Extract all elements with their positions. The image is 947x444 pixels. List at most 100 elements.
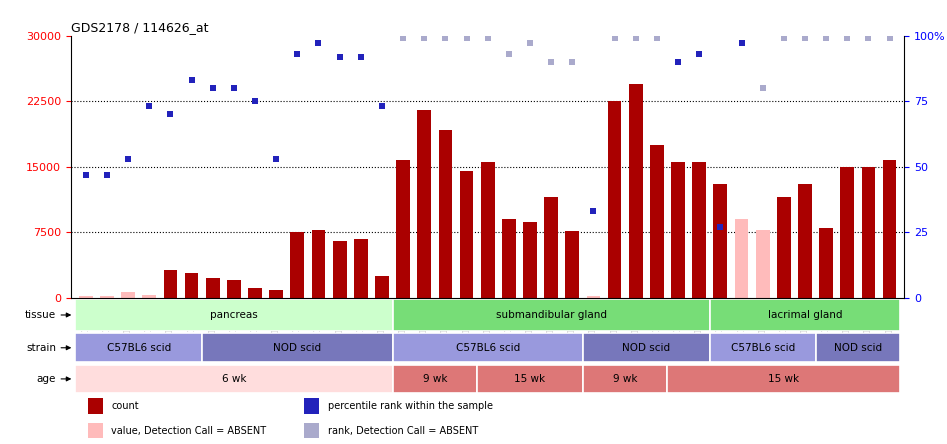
Bar: [565, 231, 580, 298]
Point: [480, 35, 495, 42]
Bar: [75, 333, 202, 362]
Text: GDS2178 / 114626_at: GDS2178 / 114626_at: [71, 21, 208, 34]
Point: [861, 35, 876, 42]
Bar: [713, 184, 727, 298]
Bar: [392, 333, 583, 362]
Bar: [481, 162, 494, 298]
Bar: [583, 365, 668, 393]
Bar: [75, 299, 392, 331]
Point: [184, 76, 199, 83]
Text: tissue: tissue: [25, 310, 56, 320]
Text: NOD scid: NOD scid: [622, 343, 670, 353]
Point: [332, 53, 348, 60]
Point: [438, 35, 453, 42]
Point: [205, 84, 221, 91]
Text: NOD scid: NOD scid: [274, 343, 321, 353]
Bar: [354, 239, 367, 298]
Point: [247, 98, 262, 105]
Bar: [269, 290, 283, 298]
Text: C57BL6 scid: C57BL6 scid: [456, 343, 520, 353]
Text: age: age: [37, 374, 56, 384]
Bar: [121, 292, 135, 298]
Point: [586, 208, 601, 215]
Text: rank, Detection Call = ABSENT: rank, Detection Call = ABSENT: [328, 425, 478, 436]
Point: [777, 35, 792, 42]
Point: [670, 58, 686, 65]
Point: [818, 35, 833, 42]
Bar: [608, 101, 621, 298]
Bar: [291, 232, 304, 298]
Point: [79, 171, 94, 178]
Bar: [583, 333, 710, 362]
Bar: [418, 110, 431, 298]
Point: [523, 40, 538, 47]
Bar: [392, 365, 477, 393]
Bar: [332, 241, 347, 298]
Point: [840, 35, 855, 42]
Bar: [819, 228, 833, 298]
Text: count: count: [111, 401, 138, 411]
Text: percentile rank within the sample: percentile rank within the sample: [328, 401, 492, 411]
Bar: [304, 423, 319, 438]
Bar: [75, 365, 392, 393]
Bar: [586, 296, 600, 298]
Bar: [545, 197, 558, 298]
Point: [607, 35, 622, 42]
Bar: [202, 333, 392, 362]
Bar: [798, 184, 812, 298]
Text: NOD scid: NOD scid: [833, 343, 882, 353]
Text: 6 wk: 6 wk: [222, 374, 246, 384]
Bar: [692, 162, 706, 298]
Point: [353, 53, 368, 60]
Point: [120, 155, 135, 163]
Point: [396, 35, 411, 42]
Bar: [164, 270, 177, 298]
Point: [797, 35, 813, 42]
Text: strain: strain: [27, 343, 56, 353]
Point: [734, 40, 749, 47]
Point: [99, 171, 115, 178]
Bar: [248, 288, 262, 298]
Bar: [735, 219, 748, 298]
Text: 9 wk: 9 wk: [422, 374, 447, 384]
Bar: [815, 333, 901, 362]
Bar: [523, 222, 537, 298]
Bar: [100, 297, 114, 298]
Bar: [88, 398, 102, 414]
Bar: [459, 171, 474, 298]
Point: [650, 35, 665, 42]
Bar: [375, 276, 389, 298]
Point: [755, 84, 770, 91]
Point: [163, 111, 178, 118]
Point: [374, 103, 389, 110]
Point: [882, 35, 897, 42]
Bar: [142, 295, 156, 298]
Text: value, Detection Call = ABSENT: value, Detection Call = ABSENT: [111, 425, 266, 436]
Text: 15 wk: 15 wk: [514, 374, 545, 384]
Bar: [502, 219, 516, 298]
Text: C57BL6 scid: C57BL6 scid: [730, 343, 795, 353]
Bar: [629, 83, 643, 298]
Text: lacrimal gland: lacrimal gland: [768, 310, 842, 320]
Bar: [710, 299, 901, 331]
Point: [417, 35, 432, 42]
Bar: [185, 274, 199, 298]
Bar: [438, 130, 453, 298]
Bar: [756, 230, 770, 298]
Text: 9 wk: 9 wk: [613, 374, 637, 384]
Bar: [477, 365, 583, 393]
Point: [226, 84, 241, 91]
Bar: [710, 333, 815, 362]
Point: [691, 50, 706, 57]
Bar: [862, 166, 875, 298]
Point: [628, 35, 643, 42]
Bar: [883, 160, 897, 298]
Bar: [840, 166, 854, 298]
Point: [544, 58, 559, 65]
Point: [269, 155, 284, 163]
Bar: [671, 162, 685, 298]
Bar: [79, 296, 93, 298]
Point: [142, 103, 157, 110]
Text: C57BL6 scid: C57BL6 scid: [107, 343, 170, 353]
Bar: [396, 160, 410, 298]
